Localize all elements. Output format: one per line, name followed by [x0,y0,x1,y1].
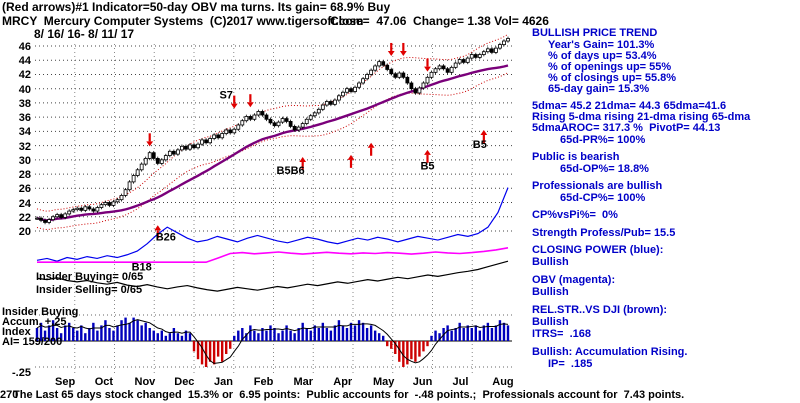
price-tick-label: 26 [18,183,31,196]
price-tick-label: 46 [18,41,31,53]
overlay-label: Insider Buying [2,306,79,318]
svg-text:B26: B26 [156,232,176,244]
month-tick-label: Sep [55,376,76,388]
price-tick-label: 24 [18,197,31,210]
price-tick-label: 34 [18,126,31,139]
footer-row-number: 270 [0,389,19,401]
analysis-line: Bullish [532,256,569,268]
analysis-line: Bullish [532,316,569,328]
analysis-line: 65d-PR%= 100% [560,134,646,146]
price-tick-label: 30 [18,154,31,167]
price-tick-label: 44 [18,55,31,68]
signal-arrows [146,42,488,239]
analysis-line: 5dmaAROC= 317.3 % PivotP= 44.13 [532,122,721,134]
date-range: 8/ 16/ 16- 8/ 11/ 17 [34,27,135,41]
month-tick-label: Dec [174,376,195,388]
overlay-label: -.25 [12,367,31,379]
ticker-title: MRCY Mercury Computer Systems (C)2017 ww… [2,14,364,28]
analysis-line: BULLISH PRICE TREND [532,27,658,39]
price-tick-label: 38 [18,97,31,110]
month-tick-label: Feb [253,376,274,388]
overlay-label: Accum. +.25 [2,316,67,328]
analysis-line: % of closings up= 55.8% [548,72,677,84]
accumulation-ma-line [36,319,509,364]
analysis-line: Public is bearish [532,151,620,163]
svg-text:B18: B18 [132,262,152,274]
overlay-label: Insider Selling= 0/65 [36,284,143,296]
analysis-line: Bullish: Accumulation Rising. [532,346,688,358]
analysis-line: ITRS= .168 [532,328,592,340]
svg-text:B5: B5 [473,139,487,151]
price-bands [36,33,509,230]
rel_str_vs_dji-line [36,260,509,292]
svg-text:B5B6: B5B6 [277,165,305,177]
svg-text:S7: S7 [219,89,232,101]
candlesticks [35,36,510,225]
overlay-label: AI= 159/200 [2,336,63,348]
footer-summary: The Last 65 days stock changed 15.3% or … [13,389,685,401]
month-tick-label: Jan [214,376,233,388]
analysis-line: Bullish [532,286,569,298]
analysis-line: % of openings up= 55% [548,61,672,73]
analysis-line: Year's Gain= 101.3% [548,39,655,51]
price-tick-label: 32 [18,140,31,153]
quote-summary: Close= 47.06 Change= 1.38 Vol= 4626 [330,14,549,28]
closing_power-line [36,187,509,262]
analysis-line: CLOSING POWER (blue): [532,244,664,256]
accumulation-histogram [35,317,510,367]
price-tick-label: 22 [18,211,31,224]
overlay-label: Insider Buying= 0/65 [36,271,144,283]
month-tick-label: Apr [333,376,353,388]
month-tick-label: Nov [134,376,156,388]
month-tick-label: May [373,376,395,388]
month-tick-label: Jul [452,376,469,388]
month-tick-label: Oct [94,376,114,388]
ma-line-purple [36,64,509,222]
month-tick-label: Jun [412,376,433,388]
analysis-line: CP%vsPi%= 0% [532,209,618,221]
analysis-line: OBV (magenta): [532,274,616,286]
analysis-line: 65d-OP%= 18.8% [560,163,649,175]
overlay-label: Index [2,326,31,338]
analysis-line: Strength Profess/Pub= 15.5 [532,227,676,239]
analysis-line: Professionals are bullish [532,180,663,192]
analysis-line: REL.STR..VS DJI (brown): [532,304,668,316]
price-tick-label: 36 [18,112,31,125]
analysis-line: Rising 5-dma rising 21-dma rising 65-dma [532,111,751,123]
price-tick-label: 28 [18,169,31,182]
analysis-line: % of days up= 53.4% [548,50,657,62]
analysis-line: IP= .185 [548,358,593,370]
price-tick-label: 42 [18,69,31,82]
analysis-line: 65d-CP%= 100% [560,192,646,204]
month-tick-label: Mar [293,376,314,388]
obv-line [37,247,509,264]
indicator-header: (Red arrows)#1 Indicator=50-day OBV ma t… [2,0,391,14]
analysis-line: 5dma= 45.2 21dma= 44.3 65dma=41.6 [532,100,727,112]
month-tick-label: Aug [492,376,514,388]
signal-labels: S7 B5B6 B26 B18 B5 B5 [132,89,487,273]
price-tick-label: 40 [18,83,31,96]
price-tick-label: 20 [18,225,31,238]
analysis-line: 65-day gain= 15.3% [548,83,650,95]
svg-text:B5: B5 [420,161,434,173]
